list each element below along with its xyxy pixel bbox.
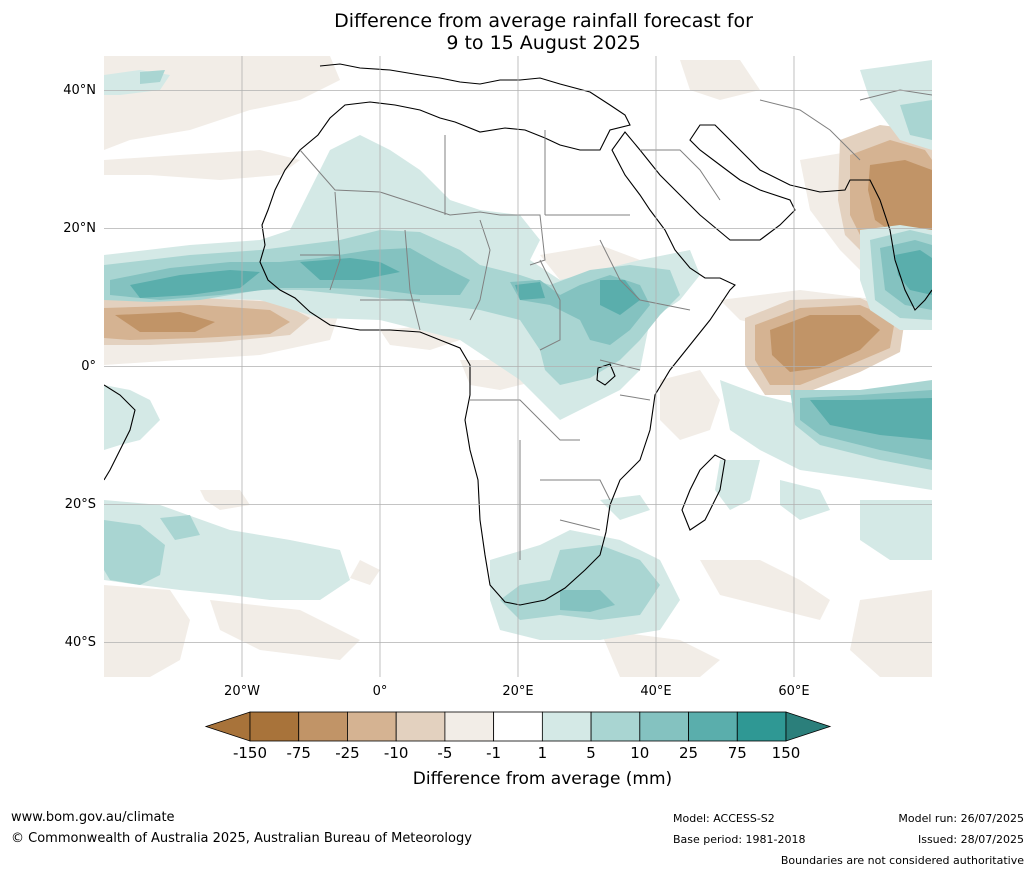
- colorbar-tick-label: -1: [486, 744, 502, 762]
- colorbar: [204, 711, 832, 742]
- colorbar-tick-label: -150: [232, 744, 268, 762]
- lon-label: 40°E: [640, 684, 672, 699]
- colorbar-bin: [541, 711, 592, 742]
- colorbar-tick-label: -5: [437, 744, 453, 762]
- issued-text: Issued: 28/07/2025: [917, 833, 1024, 846]
- colorbar-bin: [736, 711, 787, 742]
- disclaimer-text: Boundaries are not considered authoritat…: [780, 854, 1024, 867]
- colorbar-tick-label: -25: [335, 744, 360, 762]
- lon-label: 0°: [372, 684, 388, 699]
- colorbar-tick-label: -75: [286, 744, 311, 762]
- colorbar-bin: [298, 711, 348, 742]
- dry-strong-patches: [115, 160, 932, 372]
- website-link[interactable]: www.bom.gov.au/climate: [11, 810, 175, 825]
- colorbar-tick-label: 10: [630, 744, 650, 762]
- colorbar-tick-label: 5: [586, 744, 596, 762]
- model-text: Model: ACCESS-S2: [673, 812, 775, 825]
- colorbar-bin: [493, 711, 543, 742]
- lat-label: 20°N: [63, 220, 96, 236]
- lat-label: 40°S: [64, 634, 96, 650]
- colorbar-tick-label: -10: [383, 744, 409, 762]
- anomaly-field: [104, 56, 932, 677]
- colorbar-bin: [444, 711, 495, 742]
- title-line-2: 9 to 15 August 2025: [446, 32, 641, 54]
- model-run-text: Model run: 26/07/2025: [898, 812, 1024, 825]
- colorbar-tick-label: 1: [537, 744, 548, 762]
- colorbar-tick-label: 75: [727, 744, 747, 762]
- base-period-text: Base period: 1981-2018: [673, 833, 806, 846]
- colorbar-title: Difference from average (mm): [412, 769, 673, 789]
- lat-label: 0°: [81, 358, 96, 374]
- lon-label: 20°W: [224, 684, 260, 699]
- colorbar-bin: [639, 711, 689, 742]
- wet-heavy-patches: [130, 250, 932, 440]
- colorbar-tick-label: 150: [771, 744, 801, 762]
- lon-label: 20°E: [502, 684, 534, 699]
- coastlines: [104, 63, 932, 606]
- country-borders: [299, 89, 932, 560]
- colorbar-bin: [347, 711, 397, 742]
- copyright-text: © Commonwealth of Australia 2025, Austra…: [11, 831, 472, 846]
- lon-label: 60°E: [778, 684, 810, 699]
- colorbar-bin: [590, 711, 641, 742]
- colorbar-bin: [395, 711, 446, 742]
- colorbar-bin: [249, 711, 300, 742]
- lat-label: 20°S: [64, 496, 96, 512]
- colorbar-tick-label: 25: [678, 744, 699, 762]
- map-title: Difference from average rainfall forecas…: [0, 10, 1035, 54]
- graticule: [104, 56, 932, 677]
- colorbar-extend-low: [204, 711, 251, 742]
- colorbar-bin: [688, 711, 738, 742]
- colorbar-extend-high: [785, 711, 832, 742]
- title-line-1: Difference from average rainfall forecas…: [334, 10, 753, 32]
- lat-label: 40°N: [63, 82, 96, 98]
